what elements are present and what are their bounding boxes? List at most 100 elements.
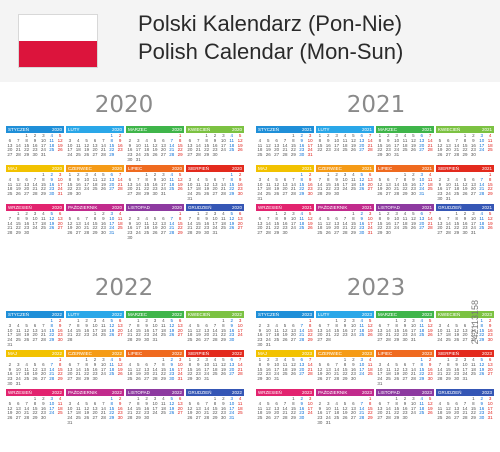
day-cell: 6 <box>300 357 303 362</box>
day-cell: 13 <box>177 400 183 406</box>
day-cell: 13 <box>187 142 193 148</box>
day-cell: 4 <box>102 318 105 323</box>
day-cell: 4 <box>258 400 262 406</box>
day-grid: 1 2 3 4 5 6 7 8 9 10 11 12 13 14 15 16 17 18 19 20 21 22 23 24 2… <box>376 318 434 342</box>
day-cell: 29 <box>394 415 400 421</box>
day-cell: 2 <box>428 357 432 362</box>
day-cell: 20 <box>419 142 425 148</box>
day-cell: 5 <box>447 400 450 406</box>
day-cell: 15 <box>290 405 296 411</box>
day-cell: 18 <box>144 225 150 231</box>
month-header: WRZESIEŃ 2022 <box>6 389 64 396</box>
month-year: 2023 <box>421 312 432 317</box>
day-cell: 28 <box>445 230 451 236</box>
month-5: CZERWIEC 2020 1 2 3 4 5 6 7 8 9 10 11 12 13 14 15 16 17 18 1… <box>66 165 124 199</box>
month-1: LUTY 2022 1 2 3 4 5 6 7 8 9 10 11 12 13 14 15 16 17 18 19 20 2… <box>66 311 124 345</box>
month-header: KWIECIEŃ 2020 <box>186 126 244 133</box>
day-cell: 23 <box>204 225 210 231</box>
day-cell: 26 <box>237 147 243 153</box>
day-cell: 4 <box>238 396 242 401</box>
day-cell: 9 <box>403 400 407 406</box>
day-cell: 12 <box>437 142 443 148</box>
day-cell: 4 <box>455 176 458 182</box>
day-cell: 26 <box>177 186 183 192</box>
day-cell: 20 <box>177 327 183 333</box>
day-cell: 5 <box>8 400 12 406</box>
day-cell: 10 <box>109 215 115 221</box>
day-cell: 8 <box>480 322 483 328</box>
month-year: 2020 <box>231 127 242 132</box>
day-cell: 31 <box>40 152 46 158</box>
month-1: LUTY 2020 1 2 3 4 5 6 7 8 9 10 11 12 13 14 15 16 17 18 19 20 2… <box>66 126 124 160</box>
day-cell: 20 <box>127 186 133 192</box>
day-cell: 8 <box>335 322 338 328</box>
day-cell: 3 <box>230 396 233 401</box>
day-cell: 21 <box>342 225 348 231</box>
month-year: 2022 <box>111 390 122 395</box>
day-cell: 6 <box>58 211 62 216</box>
month-name: MARZEC <box>128 127 147 132</box>
day-cell: 1 <box>145 172 148 177</box>
day-cell: 20 <box>385 186 391 192</box>
day-grid: 1 2 3 4 5 6 7 8 9 10 11 12 13 14 15 16 17 18 19 20 21 22 23 24 2… <box>316 318 374 342</box>
day-cell: 11 <box>257 142 263 148</box>
day-cell: 17 <box>410 405 416 411</box>
day-cell: 2 <box>300 396 303 401</box>
day-cell: 11 <box>274 327 279 333</box>
day-cell: 2 <box>463 211 467 216</box>
day-cell: 13 <box>204 327 210 333</box>
day-grid: 1 2 3 4 5 6 7 8 9 10 11 12 13 14 15 16 17 18 19 20 21 22 23 24 2… <box>66 172 124 196</box>
day-cell: 3 <box>33 211 37 216</box>
day-cell: 10 <box>229 400 235 406</box>
day-cell: 28 <box>367 147 373 153</box>
day-cell: 5 <box>68 215 72 221</box>
day-cell: 27 <box>195 415 201 421</box>
year-block-2023: STYCZEŃ 2023 1 2 3 4 5 6 7 8 9 10 11 12 13 14 15 16 17 18 19… <box>256 311 496 425</box>
day-cell: 23 <box>410 186 416 192</box>
month-header: SIERPIEŃ 2022 <box>186 350 244 357</box>
day-cell: 20 <box>437 225 443 231</box>
day-cell: 26 <box>49 225 55 231</box>
day-cell: 5 <box>360 172 363 177</box>
day-cell: 27 <box>92 152 98 158</box>
day-cell: 7 <box>68 322 72 328</box>
day-cell: 25 <box>40 225 46 231</box>
day-cell: 17 <box>152 405 158 411</box>
day-cell: 9 <box>318 405 322 411</box>
day-cell: 17 <box>135 147 141 153</box>
day-cell: 26 <box>307 225 313 231</box>
day-cell: 9 <box>93 361 97 367</box>
day-cell: 22 <box>92 225 98 231</box>
day-cell: 4 <box>428 172 432 177</box>
day-cell: 9 <box>33 137 37 143</box>
day-cell: 6 <box>275 137 278 143</box>
day-cell: 28 <box>307 371 313 377</box>
day-cell: 18 <box>160 327 166 333</box>
day-cell: 22 <box>109 147 115 153</box>
day-cell: 25 <box>229 147 235 153</box>
day-cell: 26 <box>445 415 451 421</box>
day-cell: 5 <box>238 133 242 138</box>
day-cell: 19 <box>32 371 38 377</box>
day-cell: 15 <box>135 405 141 411</box>
day-cell: 11 <box>195 181 201 187</box>
day-cell: 19 <box>274 186 280 192</box>
day-cell: 26 <box>282 337 288 343</box>
day-cell: 8 <box>455 215 458 221</box>
day-cell: 7 <box>428 133 432 138</box>
day-cell: 18 <box>92 181 98 187</box>
day-cell: 27 <box>437 230 443 236</box>
day-grid: 1 2 3 4 5 6 7 8 9 10 11 12 13 14 15 16 17 18 19 20 21 22 23 24 2… <box>436 133 494 157</box>
day-grid: 1 2 3 4 5 6 7 8 9 10 11 12 13 14 15 16 17 18 19 20 21 22 23 24 2… <box>126 211 184 240</box>
day-cell: 19 <box>100 181 106 187</box>
day-cell: 13 <box>237 215 243 221</box>
day-cell: 8 <box>292 137 295 143</box>
day-cell: 23 <box>237 186 243 192</box>
day-cell: 8 <box>275 215 278 221</box>
day-cell: 2 <box>335 172 338 177</box>
day-cell: 15 <box>334 327 340 333</box>
day-cell: 18 <box>49 142 55 148</box>
day-cell: 18 <box>160 405 166 411</box>
day-cell: 23 <box>342 332 348 338</box>
day-cell: 22 <box>325 186 331 192</box>
